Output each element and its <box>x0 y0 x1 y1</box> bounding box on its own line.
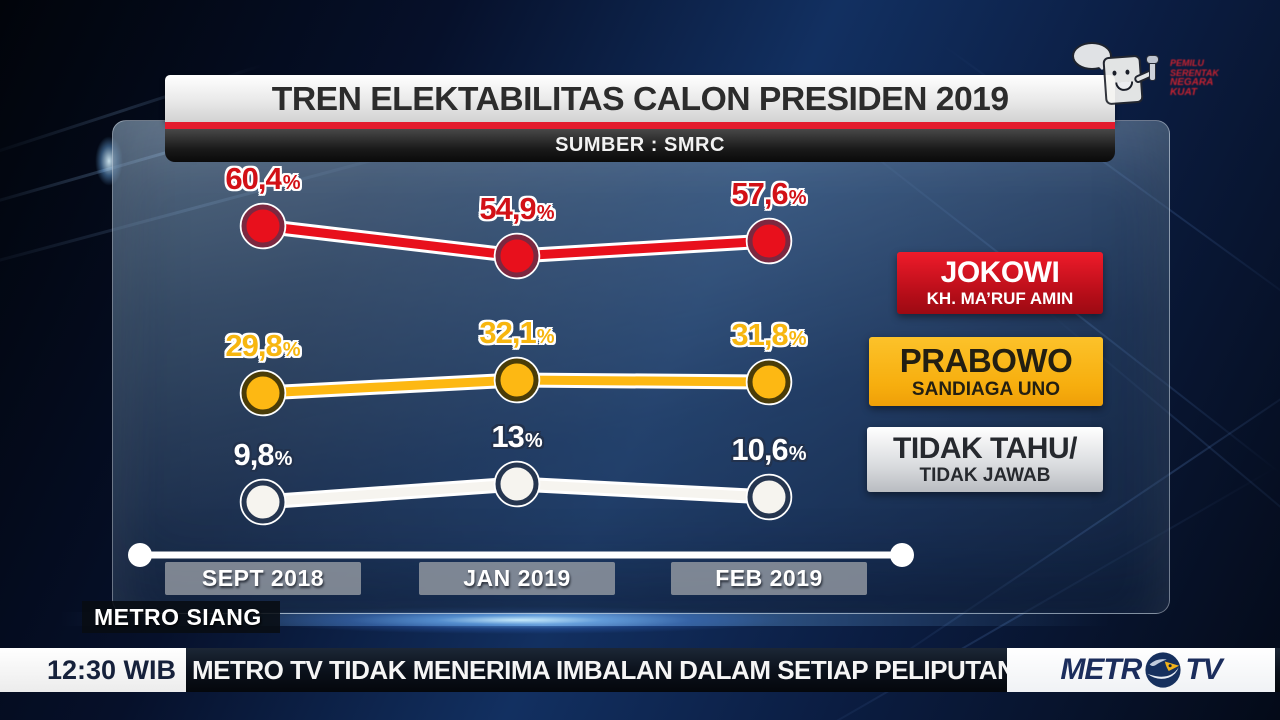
news-ticker-bar: METRO TV TIDAK MENERIMA IMBALAN DALAM SE… <box>0 648 1280 692</box>
program-title: METRO SIANG <box>94 603 262 630</box>
ticker-text: METRO TV TIDAK MENERIMA IMBALAN DALAM SE… <box>192 655 1014 685</box>
data-point-label: 29,8% <box>225 328 301 363</box>
legend-title: PRABOWO <box>899 341 1073 379</box>
legend-jokowi: JOKOWI KH. MA’RUF AMIN <box>897 252 1103 314</box>
source-bar: SUMBER : SMRC <box>165 129 1115 162</box>
data-point-label: 31,8% <box>731 317 807 352</box>
chart-title-bar: TREN ELEKTABILITAS CALON PRESIDEN 2019 <box>165 75 1115 122</box>
kpu-election-mascot: PEMILU SERENTAK NEGARA KUAT <box>1072 36 1242 116</box>
data-point-label: 57,6% <box>731 176 807 211</box>
legend-prabowo: PRABOWO SANDIAGA UNO <box>869 337 1103 406</box>
legend-subtitle: TIDAK JAWAB <box>919 465 1051 486</box>
legend-title: JOKOWI <box>940 256 1060 289</box>
legend-subtitle: SANDIAGA UNO <box>911 378 1061 400</box>
ballot-mascot-icon <box>1104 56 1152 104</box>
source-label: SUMBER : SMRC <box>555 134 725 156</box>
data-point-label: 9,8% <box>233 437 293 472</box>
legend-title: TIDAK TAHU/ <box>893 432 1077 465</box>
legend-subtitle: KH. MA’RUF AMIN <box>926 289 1074 308</box>
metrotv-logo-text-right: TV <box>1185 653 1222 686</box>
data-point-label: 32,1% <box>479 315 555 350</box>
x-axis-label: JAN 2019 <box>419 562 615 595</box>
data-point-label: 13% <box>491 419 543 454</box>
x-axis-label: SEPT 2018 <box>165 562 361 595</box>
x-axis-label: FEB 2019 <box>671 562 867 595</box>
election-slogan: PEMILU SERENTAK NEGARA KUAT <box>1170 58 1219 98</box>
metrotv-logo: METR TV <box>1007 648 1275 692</box>
page-title: TREN ELEKTABILITAS CALON PRESIDEN 2019 <box>271 79 1009 117</box>
data-point-label: 54,9% <box>479 191 555 226</box>
data-point-label: 10,6% <box>731 432 807 467</box>
metrotv-globe-icon <box>1145 652 1181 688</box>
program-title-bar: METRO SIANG <box>82 601 280 633</box>
data-point-label: 60,4% <box>225 161 301 196</box>
metrotv-logo-text-left: METR <box>1060 653 1142 686</box>
title-divider <box>165 122 1115 129</box>
legend-tidak-tahu: TIDAK TAHU/ TIDAK JAWAB <box>867 427 1103 492</box>
clock: 12:30 WIB <box>0 648 186 692</box>
speech-bubble-icon <box>1074 44 1110 70</box>
nail-icon <box>1147 56 1158 80</box>
